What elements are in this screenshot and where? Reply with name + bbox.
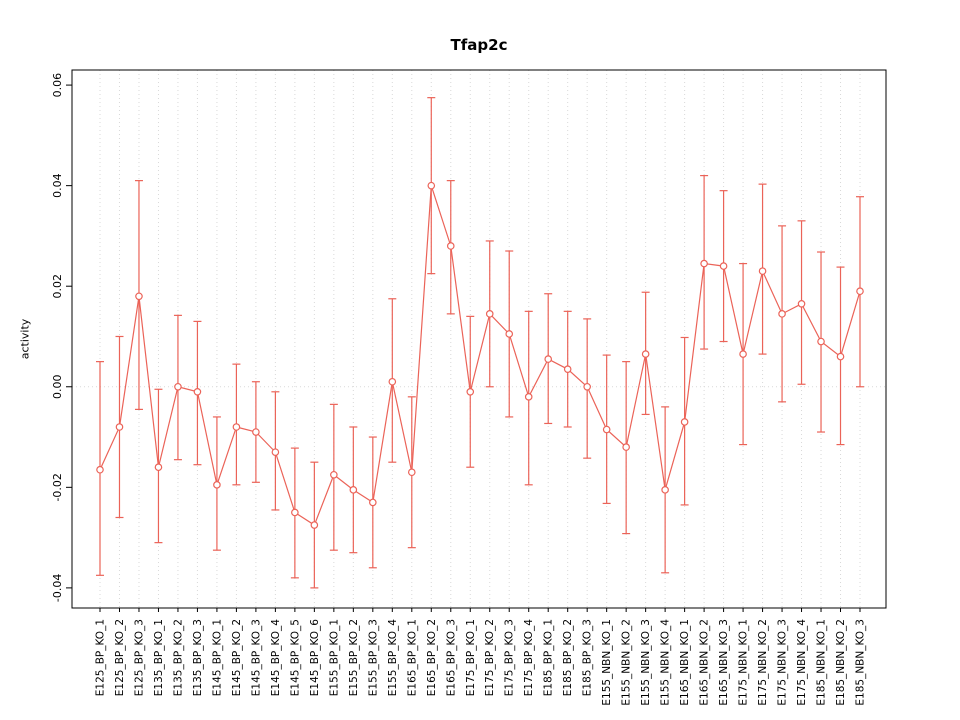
data-point xyxy=(524,393,533,401)
x-tick-label: E175_BP_KO_1 xyxy=(465,619,477,696)
x-tick-label: E155_BP_KO_4 xyxy=(387,619,399,697)
data-point xyxy=(466,387,475,396)
x-tick-label: E185_BP_KO_3 xyxy=(582,619,594,696)
data-point xyxy=(369,498,377,507)
x-tick-label: E185_NBN_KO_2 xyxy=(835,619,847,706)
x-tick-label: E145_BP_KO_6 xyxy=(309,619,321,697)
x-tick-label: E145_BP_KO_5 xyxy=(289,619,301,696)
y-tick-label: 0.06 xyxy=(51,73,64,98)
series-line xyxy=(99,185,861,526)
data-point xyxy=(154,463,163,472)
y-tick-label: 0.04 xyxy=(51,173,64,198)
x-tick-label: E175_BP_KO_2 xyxy=(484,619,496,696)
x-tick-label: E175_BP_KO_4 xyxy=(523,619,535,697)
x-tick-label: E175_NBN_KO_2 xyxy=(757,619,769,706)
data-point xyxy=(291,508,299,517)
data-point xyxy=(252,428,260,436)
data-point xyxy=(856,287,864,296)
data-point xyxy=(446,242,455,250)
x-tick-label: E145_BP_KO_2 xyxy=(231,619,243,696)
data-point xyxy=(193,387,202,396)
x-tick-label: E145_BP_KO_3 xyxy=(250,619,262,696)
data-point xyxy=(407,468,416,477)
data-point xyxy=(310,521,319,529)
x-tick-label: E135_BP_KO_1 xyxy=(153,619,165,696)
plot-border xyxy=(71,69,887,609)
data-point xyxy=(135,292,143,301)
x-tick-label: E135_BP_KO_2 xyxy=(172,619,184,696)
x-tick-label: E185_NBN_KO_1 xyxy=(816,619,828,706)
data-point xyxy=(388,377,397,386)
x-tick-label: E155_BP_KO_2 xyxy=(348,619,360,696)
y-tick-label: 0.02 xyxy=(51,274,64,299)
data-point xyxy=(778,310,786,318)
x-tick-label: E155_NBN_KO_3 xyxy=(640,619,652,706)
x-tick-label: E165_BP_KO_2 xyxy=(426,619,438,696)
data-point xyxy=(719,262,728,270)
x-tick-label: E125_BP_KO_3 xyxy=(133,619,145,696)
x-tick-label: E165_NBN_KO_1 xyxy=(679,619,691,706)
y-tick-label: -0.04 xyxy=(51,574,64,602)
x-tick-label: E185_BP_KO_2 xyxy=(562,619,574,696)
x-tick-label: E165_NBN_KO_2 xyxy=(699,619,711,706)
x-tick-label: E145_BP_KO_4 xyxy=(270,619,282,697)
data-point xyxy=(758,267,767,275)
data-point xyxy=(622,443,630,451)
data-point xyxy=(115,423,124,431)
data-point xyxy=(583,382,591,391)
y-tick-label: -0.02 xyxy=(51,473,64,501)
data-point xyxy=(427,181,436,190)
data-point xyxy=(330,470,338,479)
data-point xyxy=(174,382,182,391)
data-point xyxy=(680,418,689,426)
data-point xyxy=(505,330,514,338)
data-point xyxy=(271,448,280,456)
x-tick-label: E155_NBN_KO_4 xyxy=(660,619,672,706)
data-point xyxy=(213,481,221,489)
x-tick-label: E155_BP_KO_3 xyxy=(367,619,379,696)
x-tick-label: E125_BP_KO_2 xyxy=(114,619,126,696)
x-tick-label: E125_BP_KO_1 xyxy=(95,619,107,696)
data-point xyxy=(817,337,825,346)
x-tick-label: E145_BP_KO_1 xyxy=(211,619,223,696)
x-tick-label: E185_NBN_KO_3 xyxy=(855,619,867,706)
x-tick-label: E175_NBN_KO_3 xyxy=(777,619,789,706)
x-tick-label: E175_NBN_KO_4 xyxy=(796,619,808,706)
x-tick-label: E165_NBN_KO_3 xyxy=(718,619,730,706)
x-tick-label: E165_BP_KO_1 xyxy=(406,619,418,696)
data-point xyxy=(641,350,650,358)
chart-title: Tfap2c xyxy=(450,36,508,54)
data-point xyxy=(602,425,611,434)
data-point xyxy=(661,486,669,494)
x-tick-label: E165_BP_KO_3 xyxy=(445,619,457,696)
data-point xyxy=(485,310,494,318)
data-point xyxy=(739,350,747,358)
y-tick-label: 0.00 xyxy=(51,375,64,400)
x-tick-label: E175_BP_KO_3 xyxy=(504,619,516,696)
data-point xyxy=(563,365,572,373)
x-tick-label: E155_BP_KO_1 xyxy=(328,619,340,696)
data-point xyxy=(544,355,553,363)
data-point xyxy=(836,352,845,361)
data-point xyxy=(96,465,104,474)
data-point xyxy=(700,259,708,268)
x-tick-label: E185_BP_KO_1 xyxy=(543,619,555,696)
data-point xyxy=(349,486,358,494)
data-point xyxy=(232,423,241,431)
x-tick-label: E155_NBN_KO_2 xyxy=(621,619,633,706)
x-tick-label: E155_NBN_KO_1 xyxy=(601,619,613,706)
data-point xyxy=(797,300,806,308)
x-tick-label: E135_BP_KO_3 xyxy=(192,619,204,696)
x-tick-label: E175_NBN_KO_1 xyxy=(738,619,750,706)
